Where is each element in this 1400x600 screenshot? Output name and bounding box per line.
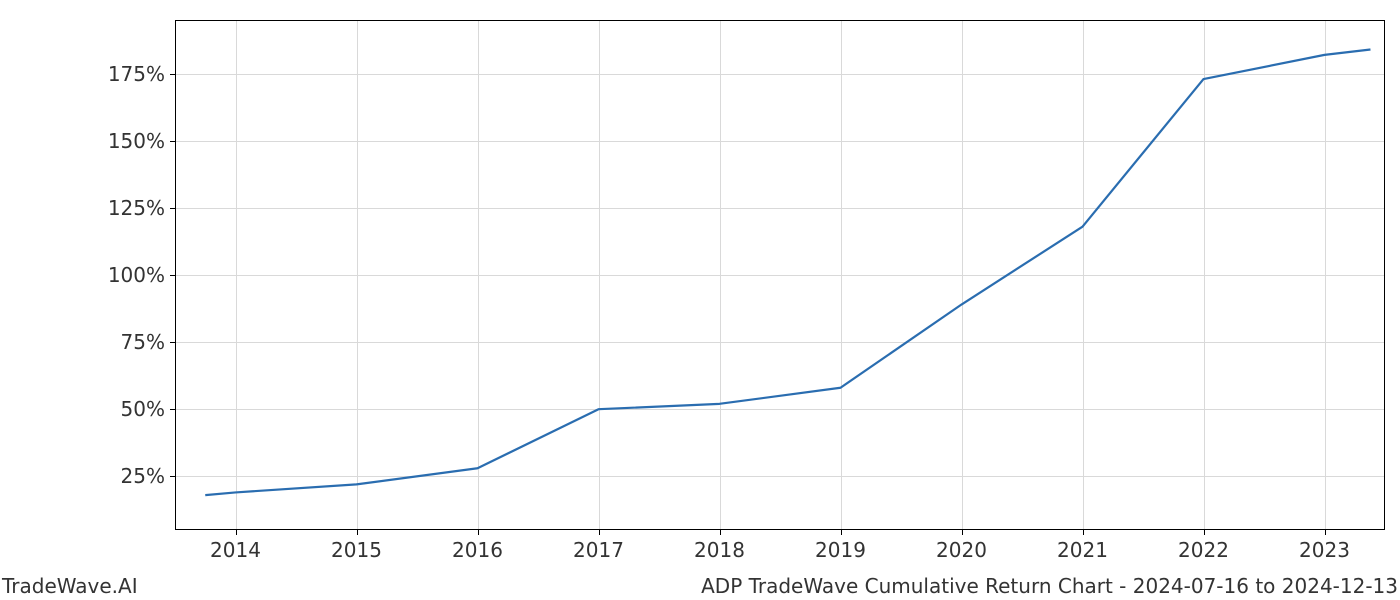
y-tick-label: 50% — [121, 397, 165, 421]
plot-area — [175, 20, 1385, 530]
x-tick-label: 2017 — [573, 538, 624, 562]
y-tick-label: 150% — [108, 129, 165, 153]
x-tick — [720, 530, 721, 535]
return-line — [205, 50, 1370, 496]
y-tick-label: 100% — [108, 263, 165, 287]
y-tick — [170, 74, 175, 75]
x-tick — [236, 530, 237, 535]
x-tick-label: 2023 — [1299, 538, 1350, 562]
x-tick-label: 2019 — [815, 538, 866, 562]
y-tick — [170, 141, 175, 142]
y-tick-label: 25% — [121, 464, 165, 488]
y-tick — [170, 409, 175, 410]
line-series — [175, 20, 1385, 530]
x-tick-label: 2015 — [331, 538, 382, 562]
x-tick-label: 2022 — [1178, 538, 1229, 562]
x-tick — [841, 530, 842, 535]
y-tick — [170, 342, 175, 343]
y-tick-label: 75% — [121, 330, 165, 354]
x-tick-label: 2014 — [210, 538, 261, 562]
footer-left-text: TradeWave.AI — [2, 574, 138, 598]
y-tick-label: 125% — [108, 196, 165, 220]
x-tick — [1083, 530, 1084, 535]
y-tick — [170, 208, 175, 209]
chart-container: 2014 2015 2016 2017 2018 2019 2020 2021 2022 2023… — [0, 0, 1400, 600]
x-tick-label: 2018 — [694, 538, 745, 562]
x-tick-label: 2021 — [1057, 538, 1108, 562]
x-tick — [357, 530, 358, 535]
x-tick — [478, 530, 479, 535]
x-tick — [599, 530, 600, 535]
x-tick — [962, 530, 963, 535]
x-tick-label: 2020 — [936, 538, 987, 562]
x-tick — [1325, 530, 1326, 535]
x-tick — [1204, 530, 1205, 535]
footer-right-text: ADP TradeWave Cumulative Return Chart - … — [701, 574, 1398, 598]
x-tick-label: 2016 — [452, 538, 503, 562]
y-tick — [170, 476, 175, 477]
y-tick-label: 175% — [108, 62, 165, 86]
y-tick — [170, 275, 175, 276]
